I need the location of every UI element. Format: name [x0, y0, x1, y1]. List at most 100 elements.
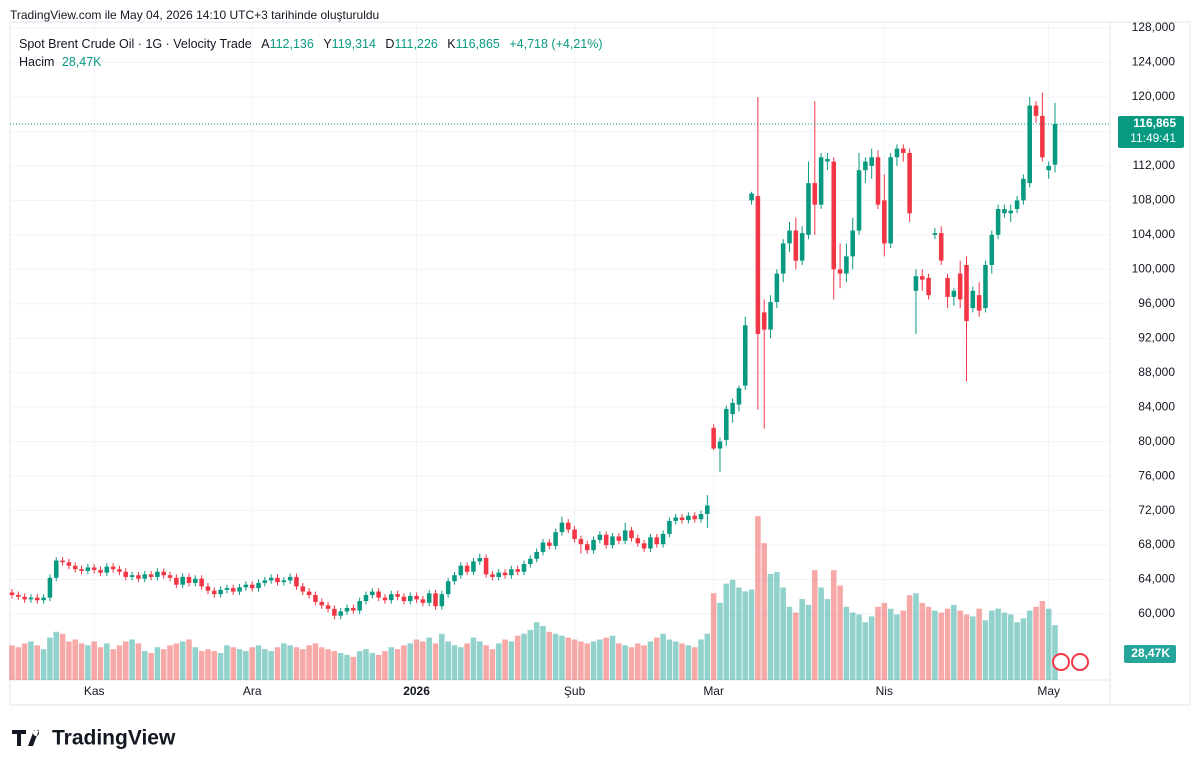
y-tick-label: 120,000 — [1132, 89, 1176, 103]
candle-body — [572, 529, 577, 540]
candle-body — [660, 533, 666, 545]
volume-bar — [628, 647, 635, 680]
volume-bar — [1026, 610, 1033, 680]
legend-value: 119,314 — [331, 37, 376, 51]
candle-body — [1046, 165, 1051, 171]
candle-body — [9, 592, 15, 596]
candle-body — [711, 427, 716, 449]
volume-bar — [976, 608, 982, 680]
candle-body — [957, 273, 963, 300]
candle-body — [148, 574, 154, 577]
candle-body — [698, 514, 704, 520]
volume-bar — [420, 641, 426, 680]
volume-bar — [603, 637, 609, 680]
volume-bar — [318, 647, 325, 680]
volume-bar — [552, 633, 559, 680]
candle-body — [1021, 178, 1026, 201]
candle-body — [610, 536, 615, 546]
candle-body — [534, 551, 539, 559]
volume-bar — [388, 647, 395, 680]
candle-body — [768, 302, 773, 330]
y-tick-label: 92,000 — [1138, 330, 1175, 344]
volume-bar — [40, 649, 47, 680]
candle-body — [477, 557, 483, 562]
legend-row: Spot Brent Crude Oil · 1G · Velocity Tra… — [19, 37, 603, 51]
candle-body — [913, 276, 919, 291]
volume-bar — [179, 641, 186, 680]
volume-bar — [900, 610, 907, 680]
candle-body — [256, 582, 261, 589]
legend-value: 28,47K — [61, 55, 102, 69]
candle-body — [654, 537, 660, 545]
candle-body — [193, 578, 198, 583]
candle-body — [212, 590, 217, 595]
volume-bar — [363, 649, 369, 680]
candle-body — [515, 569, 520, 572]
volume-bar — [590, 641, 597, 680]
candle-body — [850, 230, 855, 257]
candle-body — [648, 537, 653, 549]
event-flag[interactable] — [1071, 653, 1089, 671]
legend-key: Hacim — [19, 55, 55, 69]
candle-body — [35, 597, 40, 601]
volume-bar — [824, 599, 831, 680]
volume-bar — [849, 612, 856, 680]
volume-bar — [919, 602, 926, 680]
volume-bar — [331, 651, 338, 680]
x-tick-label: Nis — [876, 684, 893, 698]
volume-bar — [375, 654, 382, 680]
candle-body — [591, 539, 596, 551]
volume-bar — [401, 645, 407, 680]
volume-bar — [571, 639, 578, 680]
candle-body — [1052, 123, 1058, 165]
volume-bar — [932, 610, 938, 680]
logo: TradingView — [12, 727, 176, 750]
volume-bar — [723, 583, 730, 680]
candle-body — [332, 608, 337, 616]
candles — [9, 92, 1058, 620]
candle-body — [995, 208, 1001, 235]
candle-body — [98, 570, 103, 573]
volume-bar — [268, 651, 274, 680]
legend-key: K — [447, 37, 456, 51]
volume-bar — [483, 645, 489, 680]
volume-bar — [995, 608, 1001, 680]
candle-body — [717, 441, 723, 449]
candle-body — [888, 157, 893, 244]
candle-body — [483, 557, 489, 575]
volume-bar — [78, 643, 85, 680]
y-tick-label: 80,000 — [1138, 434, 1175, 448]
candle-body — [540, 542, 546, 552]
volume-bar — [704, 633, 711, 680]
volume-bar — [243, 651, 249, 680]
candle-body — [926, 277, 931, 296]
candle-body — [407, 595, 413, 602]
volume-bar — [217, 653, 224, 680]
volume-bar — [729, 579, 736, 680]
volume-bar — [578, 641, 584, 680]
candle-body — [117, 569, 122, 572]
volume-bar — [533, 622, 540, 680]
volume-bar — [249, 647, 255, 680]
candle-body — [679, 517, 685, 521]
candle-body — [344, 607, 350, 612]
last-volume-label: 28,47K — [1131, 646, 1170, 660]
volume-bar — [198, 651, 205, 680]
volume-bar — [432, 643, 439, 680]
candle-body — [60, 560, 65, 563]
volume-bar — [989, 610, 995, 680]
y-tick-label: 96,000 — [1138, 296, 1175, 310]
candle-body — [1002, 208, 1007, 214]
legend-key: Y — [323, 37, 332, 51]
volume-bar — [350, 656, 357, 680]
candle-body — [553, 532, 558, 546]
volume-bar — [736, 587, 742, 680]
candle-body — [869, 157, 874, 166]
candle-body — [281, 580, 287, 583]
candle-body — [502, 572, 508, 576]
legend-value: 111,226 — [394, 37, 438, 51]
event-flag[interactable] — [1052, 653, 1070, 671]
volume-bar — [793, 612, 799, 680]
volume-bar — [710, 593, 717, 680]
candle-body — [174, 577, 179, 585]
